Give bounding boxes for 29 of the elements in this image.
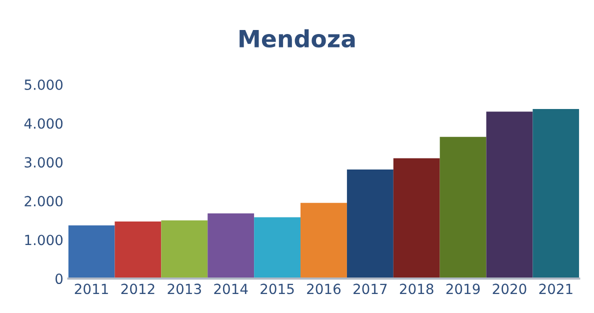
bar: [300, 202, 347, 279]
y-tick-label: 4.000: [24, 118, 63, 129]
x-tick-label: 2012: [121, 284, 154, 294]
y-tick-label: 3.000: [24, 157, 63, 168]
x-tick-label: 2021: [539, 284, 572, 294]
x-tick-label: 2020: [492, 284, 526, 294]
x-tick-label: 2011: [74, 284, 108, 294]
x-tick-label: 2015: [260, 284, 294, 294]
y-tick-label: 5.000: [24, 79, 63, 90]
x-tick-label: 2014: [214, 284, 248, 294]
bar: [486, 112, 533, 279]
bar: [346, 170, 394, 279]
bar: [254, 217, 301, 279]
chart-title: Mendoza: [240, 29, 355, 48]
y-tick-label: 2.000: [24, 196, 63, 206]
x-tick-label: 2018: [400, 284, 434, 294]
x-tick-label: 2019: [446, 284, 480, 294]
bar: [114, 222, 162, 279]
y-tick-label: 1.000: [25, 234, 63, 246]
bar: [68, 225, 115, 279]
bar: [532, 108, 580, 279]
bar: [161, 220, 208, 279]
y-tick-label: 0: [56, 274, 63, 284]
bar: [208, 213, 254, 279]
bar: [393, 158, 440, 279]
x-tick-label: 2013: [168, 284, 201, 294]
x-tick-label: 2016: [307, 284, 341, 294]
bar: [440, 136, 486, 279]
x-tick-label: 2017: [354, 284, 387, 294]
